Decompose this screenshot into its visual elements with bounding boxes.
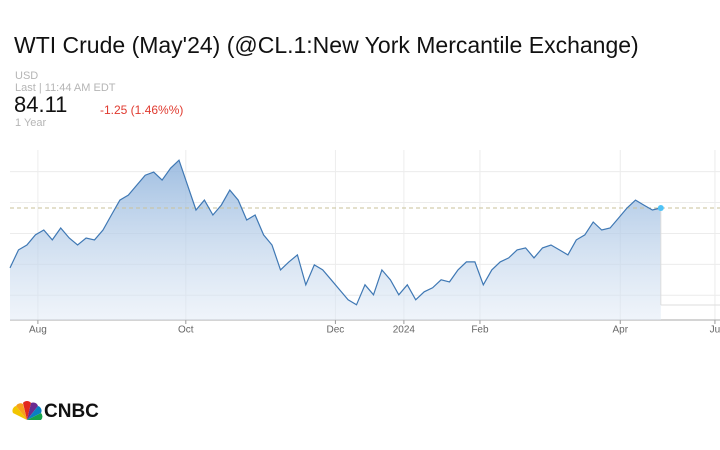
- range: 1 Year: [15, 117, 47, 129]
- x-tick-label: Dec: [327, 325, 345, 336]
- logo-text: CNBC: [44, 401, 99, 422]
- area: [10, 160, 661, 320]
- last-time: Last | 11:44 AM EDT: [15, 82, 116, 94]
- x-tick-label: 2024: [393, 325, 416, 336]
- currency: USD: [15, 70, 38, 82]
- plot: Aug Oct Dec 2024 Feb Apr Ju: [9, 150, 720, 336]
- chart-title: WTI Crude (May'24) (@CL.1:New York Merca…: [14, 32, 639, 58]
- logo-feather: [27, 413, 43, 420]
- x-tick-label: Feb: [471, 325, 489, 336]
- line: [9, 159, 661, 306]
- last-price: 84.11: [14, 92, 67, 117]
- x-tick-label: Apr: [612, 325, 628, 336]
- x-tick-label: Ju: [710, 325, 720, 336]
- logo: CNBC: [12, 401, 99, 422]
- end-point: [657, 205, 664, 212]
- logo-feather: [23, 401, 31, 420]
- logo-feather: [12, 406, 27, 420]
- logo-feather: [27, 406, 42, 420]
- logo-feather: [16, 403, 27, 420]
- x-tick-label: Oct: [178, 325, 194, 336]
- price-change: -1.25 (1.46%%): [100, 103, 183, 117]
- logo-feather: [27, 402, 38, 420]
- x-tick-label: Aug: [29, 325, 47, 336]
